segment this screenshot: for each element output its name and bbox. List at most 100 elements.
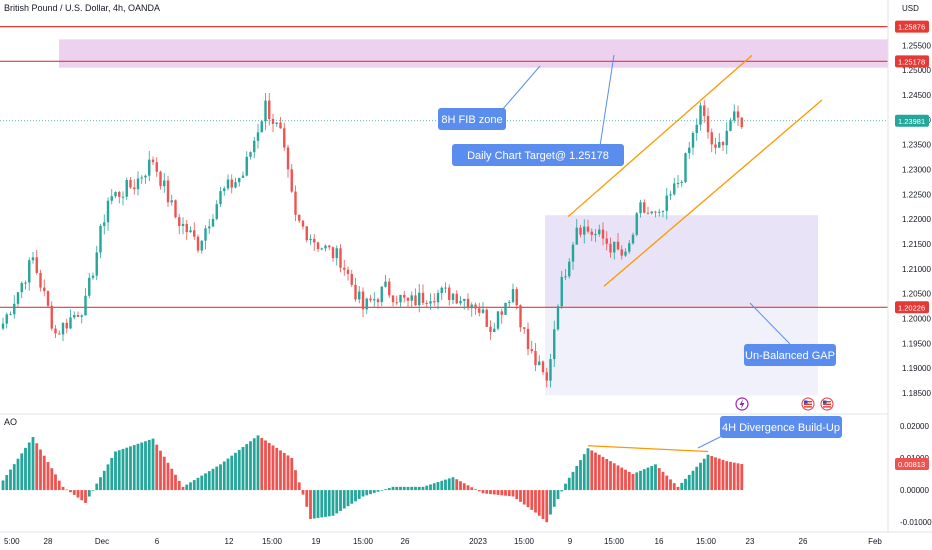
candle-body <box>80 315 83 317</box>
ao-bar <box>481 490 485 494</box>
us-flag-event-icon[interactable] <box>820 397 834 411</box>
channel-upper-line[interactable] <box>567 54 753 218</box>
ao-bar <box>80 490 84 501</box>
ao-bar <box>537 490 541 516</box>
ao-tag-bg <box>895 457 929 470</box>
ao-bar <box>504 490 507 496</box>
candle-body <box>200 240 203 251</box>
price-tick-label: 1.19000 <box>902 364 931 373</box>
candle-body <box>553 329 556 360</box>
price-tag-last-price: 1.23981 <box>895 114 929 127</box>
ao-bar <box>410 486 414 491</box>
candle-body <box>684 153 687 183</box>
time-tick-label: 26 <box>401 537 410 546</box>
candle-body <box>226 179 230 189</box>
candle-body <box>395 302 398 304</box>
candle-body <box>256 132 260 141</box>
fib-callout-connector <box>501 65 541 111</box>
ao-bar <box>496 490 500 495</box>
price-tag-target-level: 1.25178 <box>895 55 929 68</box>
candle-body <box>459 300 462 304</box>
daily-target-callout[interactable]: Daily Chart Target@ 1.25178 <box>452 144 624 166</box>
candle-body <box>313 238 316 243</box>
ao-bar <box>699 462 702 491</box>
us-flag-event-icon[interactable] <box>801 397 815 411</box>
candle-body <box>403 294 406 298</box>
candle-body <box>133 187 136 190</box>
time-tick-label: 2023 <box>469 537 487 546</box>
divergence-callout-connector <box>697 435 723 449</box>
ao-bar <box>526 490 530 508</box>
lightning-event-icon[interactable] <box>735 397 749 411</box>
ao-bar <box>361 490 365 497</box>
ao-bar <box>635 472 639 491</box>
candle-body <box>189 230 192 233</box>
ao-bar <box>519 490 522 502</box>
time-tick-label: 12 <box>225 537 234 546</box>
gap-callout[interactable]: Un-Balanced GAP <box>744 344 836 366</box>
ao-bar <box>500 490 504 496</box>
candle-body <box>339 248 342 268</box>
ao-bar <box>545 490 549 523</box>
fib-zone-callout[interactable]: 8H FIB zone <box>438 108 506 130</box>
candle-body <box>170 200 173 203</box>
ao-bar <box>69 490 72 493</box>
ao-bar <box>312 490 316 519</box>
ao-bar <box>406 486 410 491</box>
ao-bar <box>50 468 54 491</box>
candle-body <box>421 292 425 303</box>
candle-body <box>710 132 713 145</box>
candle-body <box>264 100 267 122</box>
candle-body <box>365 298 368 310</box>
ao-tag-label: 0.00813 <box>898 460 925 469</box>
fib-zone <box>59 39 888 68</box>
candle-body <box>61 322 65 335</box>
candle-body <box>24 282 27 284</box>
candle-body <box>721 141 725 146</box>
candle-body <box>736 111 740 118</box>
ao-bar <box>549 490 552 515</box>
ao-bar <box>631 474 635 491</box>
ao-bar <box>605 459 609 491</box>
channel-lower-line[interactable] <box>603 99 823 287</box>
ao-bar <box>24 447 27 491</box>
candle-body <box>440 287 443 294</box>
ao-bar <box>642 469 646 491</box>
candle-body <box>335 248 338 259</box>
ao-bar <box>586 448 590 491</box>
ao-bar <box>522 490 526 505</box>
divergence-callout[interactable]: 4H Divergence Build-Up <box>720 416 842 438</box>
candle-body <box>91 275 95 278</box>
candle-body <box>193 230 196 237</box>
ao-bar <box>414 486 417 491</box>
ao-bar <box>256 435 260 491</box>
divergence-line[interactable] <box>587 445 709 453</box>
ao-bar <box>466 485 470 491</box>
ao-bar <box>492 490 496 495</box>
ao-bar <box>241 447 245 491</box>
ao-bar <box>560 490 564 492</box>
ao-bar <box>151 438 155 491</box>
ao-bar <box>357 490 361 499</box>
candle-body <box>144 175 147 178</box>
candle-body <box>110 196 113 201</box>
ao-bar <box>489 490 492 495</box>
candle-body <box>729 120 732 131</box>
ao-bar <box>552 490 556 507</box>
candle-body <box>354 284 357 300</box>
candle-body <box>155 162 158 172</box>
time-tick-label: Dec <box>95 537 109 546</box>
ao-bar <box>132 445 136 491</box>
candle-body <box>530 349 533 352</box>
time-tick-label: 23 <box>746 537 755 546</box>
candle-body <box>616 241 620 250</box>
candle-body <box>436 293 440 303</box>
candle-body <box>219 191 222 205</box>
candle-body <box>406 297 410 301</box>
candle-body <box>515 289 518 306</box>
ao-bar <box>275 447 279 491</box>
candle-body <box>508 301 511 303</box>
candle-body <box>39 272 42 288</box>
ao-bar <box>680 482 684 491</box>
